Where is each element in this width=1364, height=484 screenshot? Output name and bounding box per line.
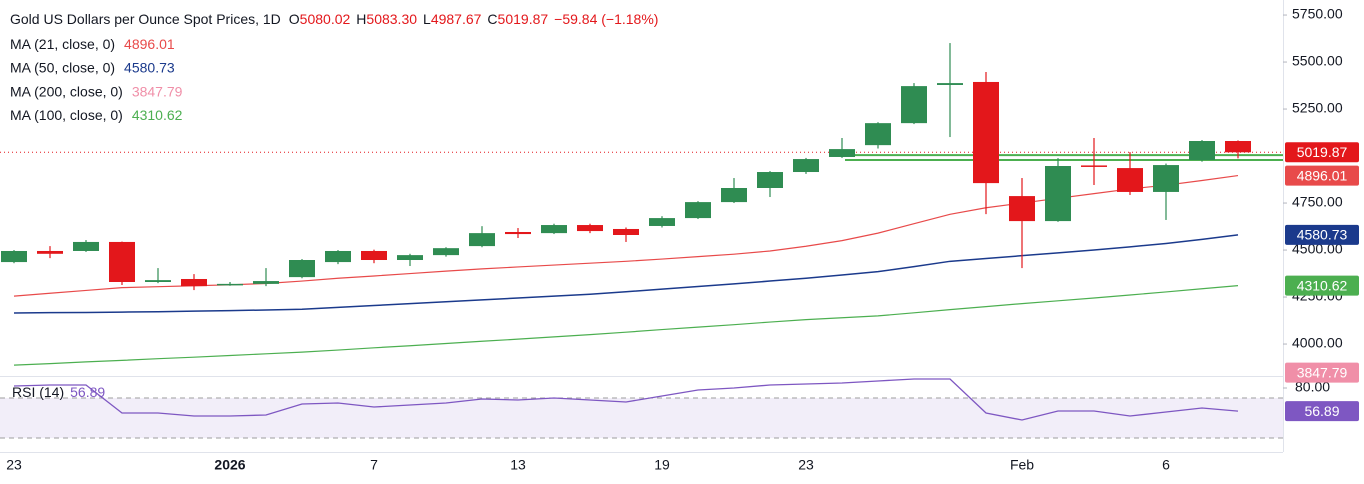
ohlc-value: 5080.02 bbox=[300, 11, 351, 27]
x-tick-label: 23 bbox=[6, 457, 22, 473]
x-tick-label: 2026 bbox=[214, 457, 245, 473]
candle-body bbox=[685, 202, 711, 219]
legend-value: 3847.79 bbox=[132, 83, 183, 99]
candle-body bbox=[541, 225, 567, 234]
candle-body bbox=[973, 81, 999, 184]
candle-body bbox=[757, 172, 783, 188]
rsi-value-label: 56.89 bbox=[1304, 403, 1339, 419]
legend-name: MA (200, close, 0) bbox=[10, 83, 123, 99]
rsi-tick-label: 80.00 bbox=[1295, 379, 1330, 395]
candle-body bbox=[73, 241, 99, 251]
rsi-name: RSI (14) bbox=[12, 384, 64, 400]
rsi-legend-value: 56.89 bbox=[70, 384, 105, 400]
legend-name: MA (100, close, 0) bbox=[10, 107, 123, 123]
ohlc-value: 5019.87 bbox=[498, 11, 549, 27]
ma-price-label: 3847.79 bbox=[1297, 364, 1348, 380]
candle-body bbox=[217, 283, 243, 286]
ma-price-label-box bbox=[1285, 362, 1359, 383]
ma-price-label: 4580.73 bbox=[1297, 227, 1348, 243]
ma-line bbox=[13, 234, 1239, 314]
candle-body bbox=[433, 248, 459, 256]
candle-body bbox=[1081, 165, 1107, 167]
candle-body bbox=[505, 231, 531, 235]
candle-body bbox=[253, 281, 279, 284]
legend-entry: MA (100, close, 0) 4310.62 bbox=[10, 107, 183, 123]
candle-body bbox=[793, 159, 819, 173]
x-tick-label: 19 bbox=[654, 457, 670, 473]
x-tick-label: 13 bbox=[510, 457, 526, 473]
candle-body bbox=[577, 225, 603, 232]
change: −59.84 (−1.18%) bbox=[554, 11, 658, 27]
candle-body bbox=[1225, 140, 1251, 153]
ohlc-value: 5083.30 bbox=[366, 11, 417, 27]
x-tick-label: Feb bbox=[1010, 457, 1034, 473]
candle-body bbox=[469, 233, 495, 247]
candle-body bbox=[109, 241, 135, 282]
y-tick-label: 4000.00 bbox=[1292, 335, 1343, 351]
candle-body bbox=[1153, 165, 1179, 192]
x-tick-label: 23 bbox=[798, 457, 814, 473]
legend-name: MA (21, close, 0) bbox=[10, 36, 115, 52]
candle-body bbox=[865, 123, 891, 146]
candle-body bbox=[37, 250, 63, 254]
legend-value: 4580.73 bbox=[124, 59, 175, 75]
candle-body bbox=[721, 188, 747, 203]
legend-value: 4310.62 bbox=[132, 107, 183, 123]
candle-body bbox=[1009, 196, 1035, 222]
ma-price-label-box bbox=[1285, 224, 1359, 245]
ma-line bbox=[13, 285, 1239, 366]
candle-body bbox=[829, 149, 855, 157]
legend-name: MA (50, close, 0) bbox=[10, 59, 115, 75]
ma-price-label: 4896.01 bbox=[1297, 167, 1348, 183]
rsi-line bbox=[13, 378, 1239, 421]
legend-entry: MA (21, close, 0) 4896.01 bbox=[10, 36, 175, 52]
candle-body bbox=[361, 250, 387, 261]
last-price-label-box bbox=[1285, 142, 1359, 163]
candle-body bbox=[289, 260, 315, 278]
candle-body bbox=[181, 278, 207, 287]
y-tick-label: 5750.00 bbox=[1292, 6, 1343, 22]
candle-body bbox=[613, 228, 639, 235]
legend-entry: MA (200, close, 0) 3847.79 bbox=[10, 83, 183, 99]
ohlc-prefix: C bbox=[487, 11, 497, 27]
candle-body bbox=[1189, 141, 1215, 160]
x-tick-label: 6 bbox=[1162, 457, 1170, 473]
ohlc-value: 4987.67 bbox=[431, 11, 482, 27]
y-tick-label: 5250.00 bbox=[1292, 100, 1343, 116]
candle-body bbox=[145, 280, 171, 282]
legend-entry: MA (50, close, 0) 4580.73 bbox=[10, 59, 175, 75]
ohlc-prefix: O bbox=[289, 11, 300, 27]
candle-body bbox=[937, 83, 963, 85]
candle-body bbox=[397, 255, 423, 261]
rsi-value-label-box bbox=[1285, 401, 1359, 422]
candle-body bbox=[1045, 166, 1071, 222]
rsi-band bbox=[0, 398, 1283, 438]
ma-price-label-box bbox=[1285, 275, 1359, 296]
chart-title: Gold US Dollars per Ounce Spot Prices, 1… bbox=[10, 11, 281, 27]
header: Gold US Dollars per Ounce Spot Prices, 1… bbox=[10, 11, 658, 27]
ohlc-prefix: L bbox=[423, 11, 431, 27]
x-tick-label: 7 bbox=[370, 457, 378, 473]
legend-value: 4896.01 bbox=[124, 36, 175, 52]
last-price-label: 5019.87 bbox=[1297, 144, 1348, 160]
ma-price-label: 4310.62 bbox=[1297, 277, 1348, 293]
candle-body bbox=[649, 218, 675, 226]
ma-price-label-box bbox=[1285, 165, 1359, 186]
y-tick-label: 5500.00 bbox=[1292, 53, 1343, 69]
candle-body bbox=[901, 86, 927, 124]
ohlc-prefix: H bbox=[356, 11, 366, 27]
candle-body bbox=[1117, 168, 1143, 192]
y-tick-label: 4750.00 bbox=[1292, 194, 1343, 210]
candle-body bbox=[1, 250, 27, 263]
rsi-legend: RSI (14) 56.89 bbox=[12, 384, 105, 400]
candle-body bbox=[325, 250, 351, 263]
